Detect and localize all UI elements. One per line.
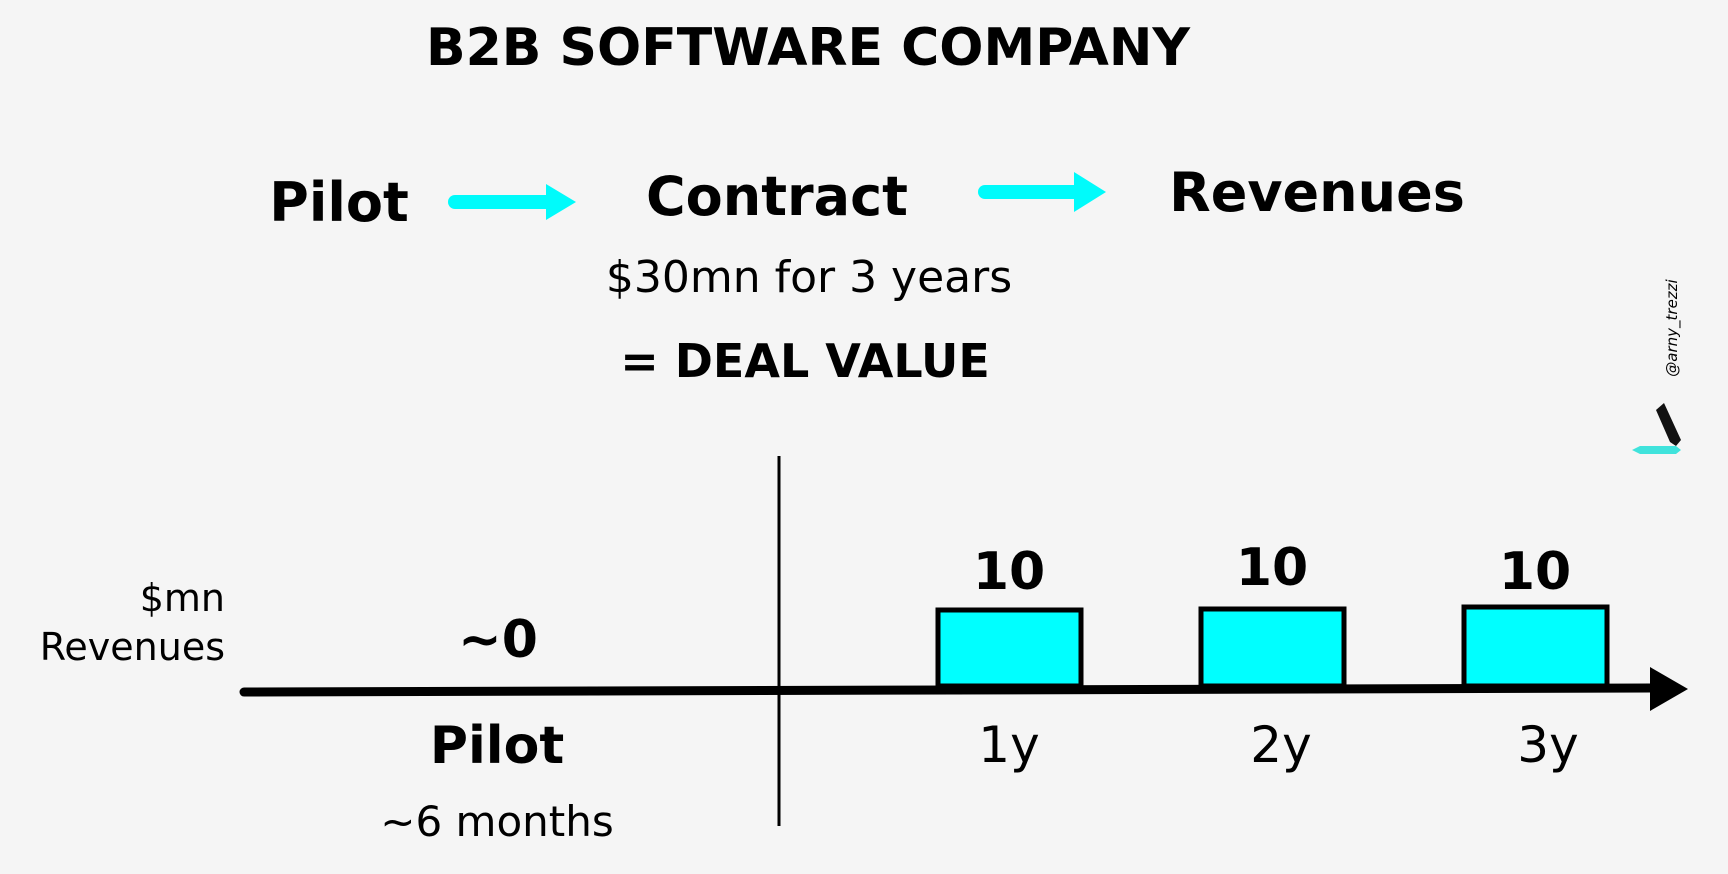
deal-terms: $30mn for 3 years (605, 252, 1013, 303)
revenues-label: Revenues (39, 625, 225, 670)
unit-label: $mn (139, 576, 225, 620)
watermark-logo-icon (1632, 403, 1681, 454)
flow-step-contract: Contract (646, 165, 908, 228)
flow-step-revenues: Revenues (1169, 161, 1465, 224)
deal-value-label: = DEAL VALUE (620, 334, 990, 388)
flow-arrow-1 (448, 184, 576, 220)
tick-label-1y: 1y (978, 716, 1040, 774)
page-title: B2B SOFTWARE COMPANY (425, 18, 1191, 78)
bar-3y (1461, 604, 1610, 689)
tick-label-2y: 2y (1250, 716, 1312, 774)
bar-value-1y: 10 (972, 542, 1046, 602)
flow-step-pilot: Pilot (269, 171, 409, 234)
x-axis (239, 667, 1688, 711)
tick-label-3y: 3y (1517, 716, 1579, 774)
bar-value-3y: 10 (1498, 542, 1572, 602)
pilot-duration: ~6 months (380, 797, 614, 846)
bar-2y (1198, 606, 1347, 689)
axis-label: $mn Revenues (40, 574, 225, 673)
pilot-revenue-value: ~0 (458, 610, 538, 670)
pilot-phase-label: Pilot (429, 716, 565, 776)
bar-value-2y: 10 (1235, 538, 1309, 598)
bar-1y (935, 607, 1084, 689)
flow-arrow-2 (978, 172, 1106, 212)
